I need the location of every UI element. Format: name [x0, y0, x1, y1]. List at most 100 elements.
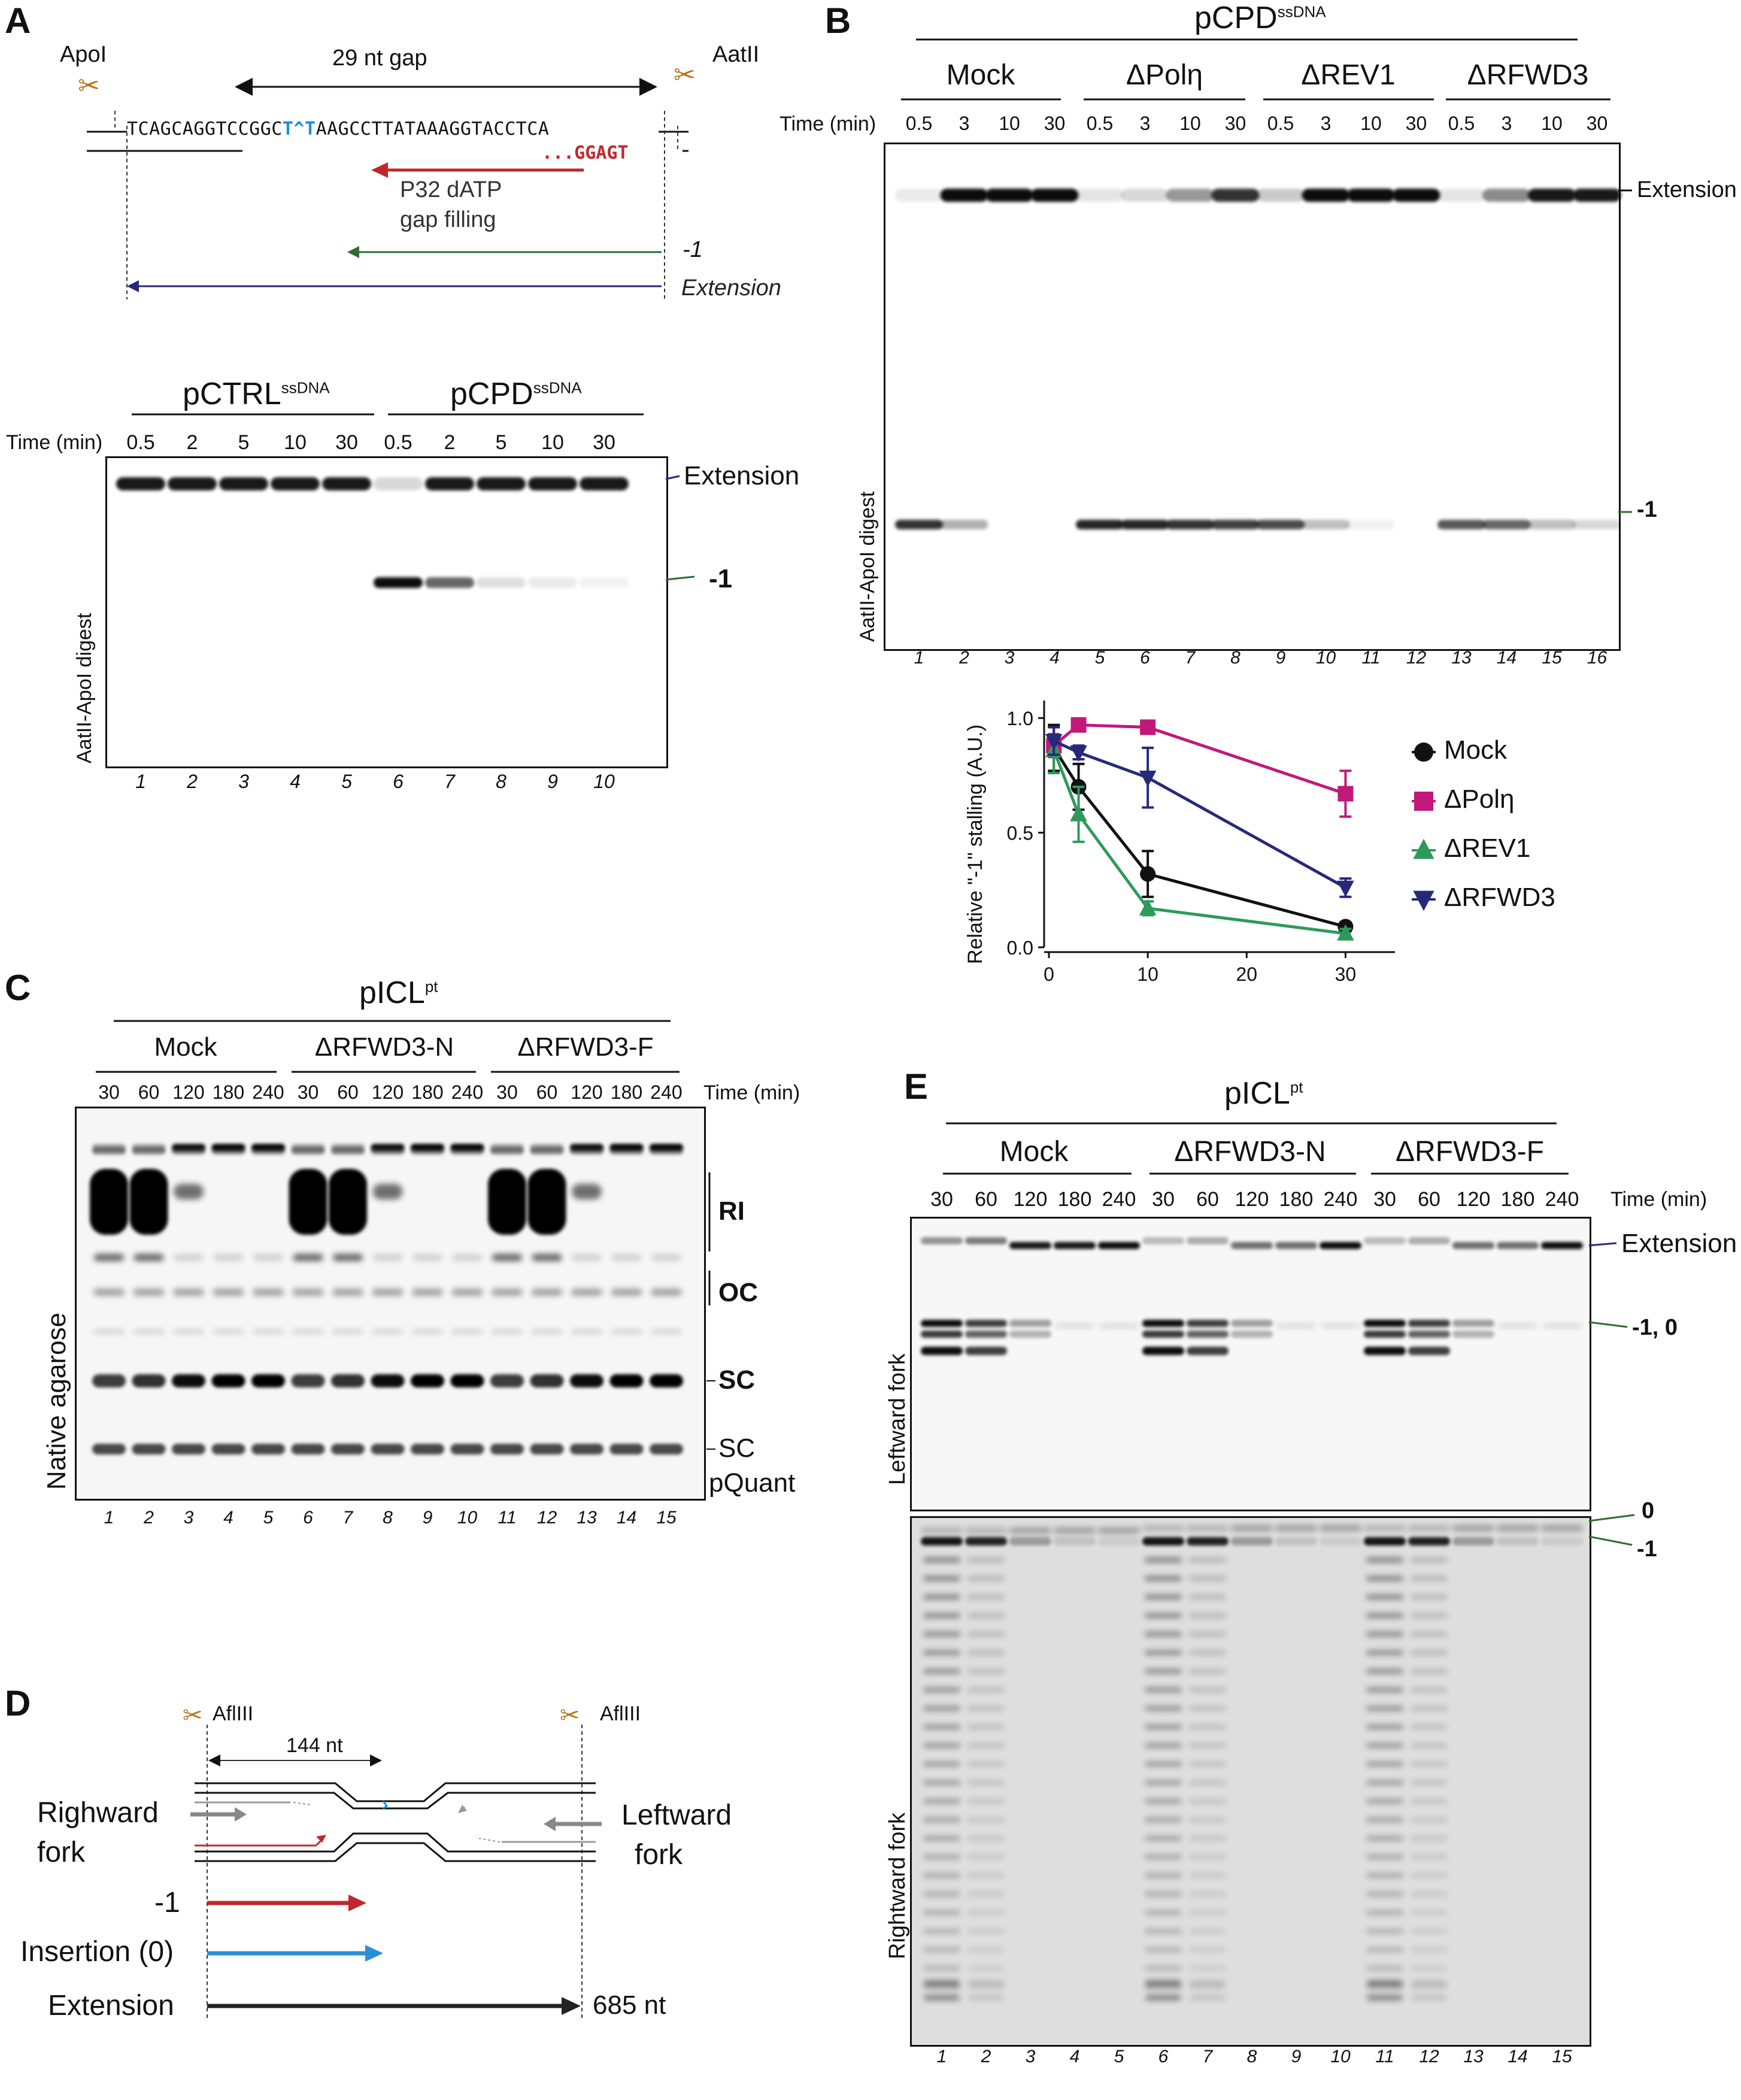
panel-label-b: B [825, 1, 851, 41]
time-point: 5 [238, 431, 250, 454]
gel-band-extension [1187, 1237, 1229, 1244]
time-point: 120 [571, 1081, 603, 1103]
gel-c-title-sup: pt [424, 977, 438, 996]
time-point: 30 [1373, 1188, 1396, 1211]
gel-band-top [490, 1144, 524, 1151]
gel-band-0 [921, 1528, 963, 1534]
legend-entry: Mock [1444, 735, 1508, 765]
gapfill-line2: gap filling [400, 207, 496, 232]
legend-entry: ΔREV1 [1444, 834, 1531, 863]
gel-band-minus1 [1166, 520, 1214, 529]
gel-band-oc [412, 1289, 443, 1296]
gel-band-faint [451, 1329, 483, 1334]
data-point [1070, 717, 1087, 733]
lane-number: 11 [498, 1508, 517, 1528]
lane-number: 5 [1094, 648, 1105, 668]
gel-band-ladder [1411, 1706, 1448, 1711]
time-point: 30 [1586, 113, 1608, 134]
gel-band-ladder [1411, 1995, 1447, 2001]
nt685-label: 685 nt [593, 1990, 666, 2020]
lane-number: 7 [342, 1508, 353, 1528]
gel-band-top [371, 1144, 405, 1151]
gel-band-sc-pquant [530, 1444, 564, 1454]
gel-band-faint [372, 1329, 404, 1334]
gel-band-minus1 [1573, 520, 1621, 529]
lane-number: 13 [1451, 648, 1472, 668]
gel-band-ladder [923, 1557, 960, 1562]
gel-band-ladder [1145, 1706, 1182, 1711]
gel-band-ladder [967, 1799, 1005, 1804]
gel-band-faint [492, 1329, 523, 1334]
panel-d-diagram [190, 1725, 602, 2019]
gel-band-ri-lower [572, 1254, 602, 1261]
gel-band-ri [372, 1184, 403, 1199]
lane-number: 2 [144, 1508, 154, 1528]
gel-band-minus1-0 [1142, 1320, 1184, 1327]
lane-number: 9 [422, 1508, 433, 1528]
gel-band-extension [1275, 1242, 1317, 1249]
gel-band-ladder [923, 1947, 960, 1952]
gel-band-top [132, 1144, 166, 1151]
time-point: 60 [975, 1188, 997, 1211]
gel-band-0 [1320, 1525, 1361, 1531]
gel-band-oc [93, 1289, 125, 1296]
gel-a-left-title: pCTRLssDNA [183, 376, 330, 412]
gel-band-extension [1497, 1242, 1539, 1249]
gel-band-minus1-0 [1231, 1331, 1273, 1338]
extension-product-label: Extension [681, 275, 781, 301]
gel-band-ri-lower [253, 1254, 283, 1261]
gel-band-ladder [1189, 1762, 1226, 1766]
gel-band-minus1 [1257, 520, 1305, 529]
gel-band-ladder [1189, 1557, 1226, 1562]
lane-number: 6 [303, 1508, 313, 1528]
gel-band-ladder [967, 1817, 1005, 1822]
gel-band-oc [531, 1289, 563, 1296]
gel-band-ladder [924, 1995, 960, 2001]
minus1-product-label: -1 [154, 1887, 180, 1919]
gel-e-minus1-0-label: -1, 0 [1632, 1315, 1678, 1340]
panel-label-c: C [5, 968, 31, 1008]
gel-band-ladder [1189, 1966, 1226, 1971]
gel-band-faint [133, 1329, 165, 1334]
gel-band-extension [580, 477, 629, 490]
stalling-chart: 0.0 0.5 1.0 0 10 20 30 [1007, 701, 1436, 985]
gel-band-minus1 [1302, 520, 1350, 529]
gel-band-ladder [1190, 1980, 1226, 1986]
time-point: 0.5 [126, 431, 155, 454]
gel-band-oc [651, 1289, 682, 1296]
gel-band-extension [1541, 1242, 1583, 1249]
panel-label-e: E [904, 1066, 929, 1107]
gel-b-extension-label: Extension [1637, 177, 1737, 202]
gel-band-sc [490, 1374, 524, 1387]
series-line [1053, 723, 1346, 795]
gel-band-ladder [923, 1910, 960, 1915]
gel-band-ladder [1189, 1595, 1226, 1599]
gel-band-ladder [1366, 1557, 1403, 1562]
gel-e-leftward [910, 1217, 1591, 1511]
gel-band-ladder [967, 1836, 1005, 1841]
gel-band-faint [292, 1329, 324, 1334]
gel-band-ladder [923, 1632, 960, 1637]
time-point: 5 [495, 431, 507, 454]
scissors-icon: ✂ [183, 1702, 203, 1729]
lane-number: 10 [457, 1508, 478, 1528]
gel-band-ladder [1366, 1966, 1403, 1971]
gel-band-sc-pquant [172, 1444, 205, 1454]
gel-band-minus1 [921, 1537, 963, 1546]
gel-band-minus1-0 [1009, 1320, 1051, 1327]
gel-band-minus1 [1142, 1537, 1184, 1546]
gel-c [75, 1107, 706, 1501]
gel-band-top [291, 1144, 325, 1151]
gel-band-top [92, 1144, 126, 1151]
rightward-fork-line1: Righward [37, 1797, 159, 1829]
gel-band-faint [93, 1329, 125, 1334]
afliii-right-label: AflIII [600, 1702, 641, 1725]
gel-band-0 [1009, 1528, 1051, 1534]
gel-band-minus1 [580, 577, 629, 588]
time-point: 180 [1057, 1188, 1092, 1211]
time-point: 60 [1196, 1188, 1219, 1211]
gel-band-ladder [1366, 1613, 1403, 1618]
lane-number: 4 [1069, 2047, 1080, 2066]
gel-band-sc-pquant [411, 1444, 444, 1454]
gel-band-extension [1257, 189, 1305, 202]
